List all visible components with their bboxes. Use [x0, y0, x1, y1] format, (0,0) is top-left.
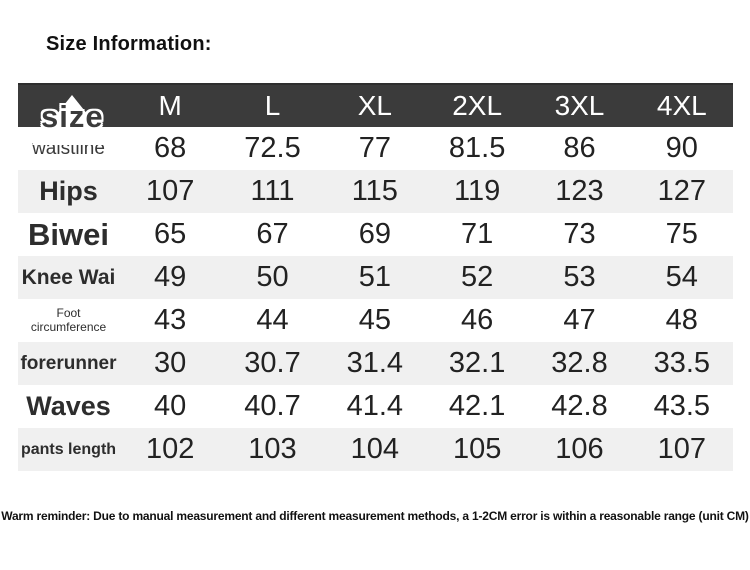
cell-value: 33.5	[653, 347, 711, 379]
table-row-waistline: waistline 68 72.5 77 81.5 86 90	[18, 127, 733, 170]
cell-value: 105	[452, 433, 502, 465]
cell-value: 49	[154, 261, 187, 293]
row-label: Biwei	[28, 216, 109, 252]
warm-reminder-text: Warm reminder: Due to manual measurement…	[1, 509, 749, 523]
cell-value: 30	[154, 347, 187, 379]
cell-value: 90	[665, 132, 698, 164]
cell-value: 40.7	[244, 390, 301, 422]
size-chart-table: size M L XL 2XL 3XL 4XL waistline 68 72.…	[18, 83, 733, 471]
cell-value: 50	[256, 261, 289, 293]
header-cell-2xl: 2XL	[452, 90, 503, 121]
cell-value: 43	[154, 304, 187, 336]
cell-value: 104	[350, 433, 400, 465]
cell-value: 73	[563, 218, 596, 250]
cell-value: 43.5	[653, 390, 711, 422]
size-header-label: size	[41, 99, 104, 134]
cell-value: 47	[563, 304, 596, 336]
page-title: Size Information:	[46, 33, 212, 55]
table-row-pants-length: pants length 102 103 104 105 106 107	[18, 428, 733, 471]
cell-value: 30.7	[244, 347, 301, 379]
cell-value: 81.5	[448, 132, 506, 164]
cell-value: 54	[665, 261, 698, 293]
cell-value: 41.4	[346, 390, 404, 422]
table-row-forerunner: forerunner 30 30.7 31.4 32.1 32.8 33.5	[18, 342, 733, 385]
cell-value: 127	[657, 175, 706, 207]
row-label: Knee Wai	[21, 265, 116, 289]
table-row-hips: Hips 107 111 115 119 123 127	[18, 170, 733, 213]
header-cell-4xl: 4XL	[656, 90, 707, 121]
cell-value: 103	[248, 433, 297, 465]
cell-value: 111	[250, 175, 295, 207]
header-cell-m: M	[158, 90, 182, 121]
cell-value: 53	[563, 261, 596, 293]
cell-value: 77	[358, 132, 391, 164]
cell-value: 40	[154, 390, 187, 422]
cell-value: 32.1	[448, 347, 506, 379]
header-cell-3xl: 3XL	[554, 90, 605, 121]
cell-value: 107	[657, 433, 706, 465]
row-label: Foot circumference	[30, 305, 107, 334]
table-row-biwei: Biwei 65 67 69 71 73 75	[18, 213, 733, 256]
table-row-waves: Waves 40 40.7 41.4 42.1 42.8 43.5	[18, 385, 733, 428]
row-label: pants length	[20, 440, 117, 458]
cell-value: 86	[563, 132, 596, 164]
cell-value: 44	[256, 304, 289, 336]
cell-value: 123	[555, 175, 604, 207]
row-label: Hips	[39, 176, 98, 206]
header-size-cell: size	[18, 85, 119, 145]
cell-value: 48	[665, 304, 698, 336]
cell-value: 45	[358, 304, 391, 336]
cell-value: 102	[145, 433, 195, 465]
cell-value: 31.4	[346, 347, 404, 379]
header-cell-xl: XL	[357, 90, 392, 121]
cell-value: 51	[358, 261, 391, 293]
header-cell-l: L	[264, 90, 281, 121]
cell-value: 46	[461, 304, 494, 336]
cell-value: 119	[454, 175, 501, 207]
cell-value: 42.1	[448, 390, 506, 422]
cell-value: 68	[154, 132, 187, 164]
cell-value: 67	[256, 218, 289, 250]
cell-value: 52	[461, 261, 494, 293]
cell-value: 65	[154, 218, 187, 250]
cell-value: 71	[461, 218, 494, 250]
cell-value: 75	[665, 218, 698, 250]
cell-value: 72.5	[244, 132, 301, 164]
cell-value: 42.8	[551, 390, 608, 422]
table-body: waistline 68 72.5 77 81.5 86 90 Hips 107…	[18, 127, 733, 471]
table-header: size M L XL 2XL 3XL 4XL	[18, 83, 733, 145]
row-label: forerunner	[20, 352, 117, 374]
cell-value: 106	[555, 433, 604, 465]
table-row-foot-circumference: Foot circumference 43 44 45 46 47 48	[18, 299, 733, 342]
row-label: Waves	[26, 391, 111, 421]
cell-value: 32.8	[551, 347, 608, 379]
cell-value: 115	[351, 175, 398, 207]
table-row-knee-wai: Knee Wai 49 50 51 52 53 54	[18, 256, 733, 299]
cell-value: 69	[358, 218, 391, 250]
cell-value: 107	[145, 175, 195, 207]
